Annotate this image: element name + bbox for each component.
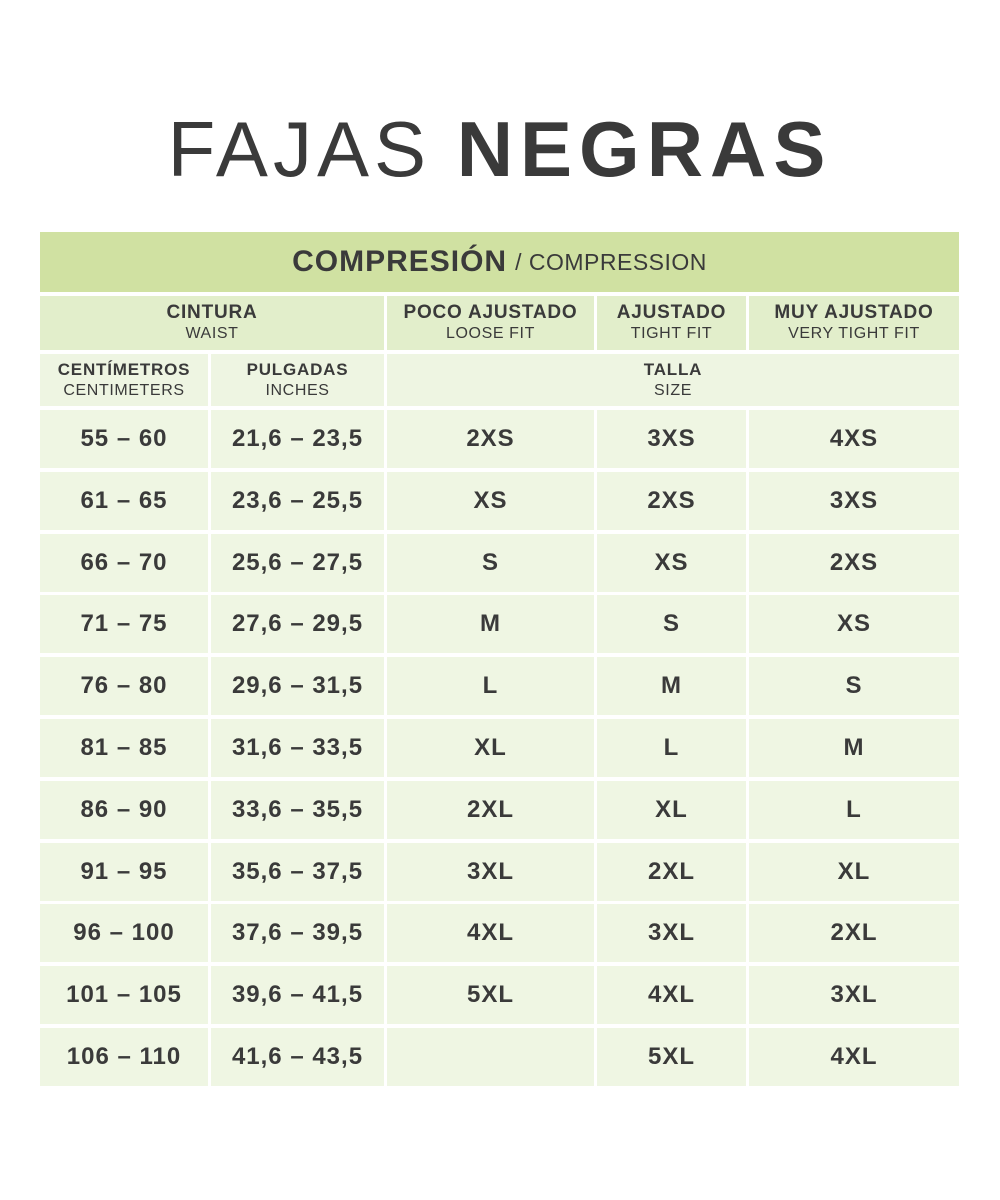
header-size: TALLA SIZE	[387, 354, 959, 406]
table-row: 86 – 90 33,6 – 35,5 2XL XL L	[40, 780, 960, 839]
very-tight-fit-cell: XL	[749, 842, 959, 901]
inches-cell: 29,6 – 31,5	[211, 657, 384, 716]
very-tight-fit-cell: L	[749, 780, 959, 839]
header-sub: VERY TIGHT FIT	[788, 325, 920, 342]
very-tight-fit-cell: 4XL	[749, 1028, 959, 1086]
compression-label: COMPRESIÓN	[292, 245, 508, 278]
header-inches: PULGADAS INCHES	[211, 354, 384, 406]
very-tight-fit-cell: M	[749, 719, 959, 777]
inches-cell: 23,6 – 25,5	[211, 471, 384, 530]
header-centimeters: CENTÍMETROS CENTIMETERS	[40, 354, 208, 406]
header-main: POCO AJUSTADO	[403, 302, 578, 323]
table-row: 76 – 80 29,6 – 31,5 L M S	[40, 657, 960, 716]
inches-cell: 33,6 – 35,5	[211, 780, 384, 839]
loose-fit-cell: 5XL	[387, 966, 594, 1025]
very-tight-fit-cell: 2XL	[749, 904, 959, 963]
title-bold: NEGRAS	[456, 105, 833, 193]
inches-cell: 25,6 – 27,5	[211, 533, 384, 592]
header-sub: CENTIMETERS	[63, 382, 185, 399]
cm-cell: 71 – 75	[40, 595, 208, 654]
table-row: 81 – 85 31,6 – 33,5 XL L M	[40, 719, 960, 777]
inches-cell: 39,6 – 41,5	[211, 966, 384, 1025]
loose-fit-cell: 4XL	[387, 904, 594, 963]
loose-fit-cell: L	[387, 657, 594, 716]
title-light: FAJAS	[167, 105, 432, 193]
table-row: 55 – 60 21,6 – 23,5 2XS 3XS 4XS	[40, 410, 960, 468]
table-row: 96 – 100 37,6 – 39,5 4XL 3XL 2XL	[40, 904, 960, 963]
tight-fit-cell: XL	[597, 780, 746, 839]
header-waist: CINTURA WAIST	[40, 296, 384, 350]
cm-cell: 101 – 105	[40, 966, 208, 1025]
very-tight-fit-cell: 2XS	[749, 533, 959, 592]
compression-label-en: / COMPRESSION	[515, 248, 707, 275]
loose-fit-cell: 2XS	[387, 410, 594, 468]
header-sub: SIZE	[654, 382, 692, 399]
cm-cell: 66 – 70	[40, 533, 208, 592]
table-row: 106 – 110 41,6 – 43,5 5XL 4XL	[40, 1028, 960, 1086]
loose-fit-cell: XS	[387, 471, 594, 530]
compression-header: COMPRESIÓN / COMPRESSION	[40, 232, 959, 292]
loose-fit-cell: XL	[387, 719, 594, 777]
cm-cell: 76 – 80	[40, 657, 208, 716]
cm-cell: 86 – 90	[40, 780, 208, 839]
inches-cell: 27,6 – 29,5	[211, 595, 384, 654]
very-tight-fit-cell: 3XL	[749, 966, 959, 1025]
cm-cell: 55 – 60	[40, 410, 208, 468]
tight-fit-cell: XS	[597, 533, 746, 592]
header-main: TALLA	[643, 360, 703, 379]
table-row: 66 – 70 25,6 – 27,5 S XS 2XS	[40, 533, 960, 592]
cm-cell: 106 – 110	[40, 1028, 208, 1086]
inches-cell: 31,6 – 33,5	[211, 719, 384, 777]
cm-cell: 91 – 95	[40, 842, 208, 901]
cm-cell: 61 – 65	[40, 471, 208, 530]
tight-fit-cell: L	[597, 719, 746, 777]
cm-cell: 96 – 100	[40, 904, 208, 963]
cm-cell: 81 – 85	[40, 719, 208, 777]
loose-fit-cell: M	[387, 595, 594, 654]
inches-cell: 41,6 – 43,5	[211, 1028, 384, 1086]
table-row: 61 – 65 23,6 – 25,5 XS 2XS 3XS	[40, 471, 960, 530]
loose-fit-cell	[387, 1028, 594, 1086]
header-loose-fit: POCO AJUSTADO LOOSE FIT	[387, 296, 594, 350]
tight-fit-cell: 3XL	[597, 904, 746, 963]
very-tight-fit-cell: XS	[749, 595, 959, 654]
header-very-tight-fit: MUY AJUSTADO VERY TIGHT FIT	[749, 296, 959, 350]
tight-fit-cell: 5XL	[597, 1028, 746, 1086]
tight-fit-cell: 2XL	[597, 842, 746, 901]
header-main: PULGADAS	[246, 360, 349, 379]
tight-fit-cell: 3XS	[597, 410, 746, 468]
header-main: AJUSTADO	[616, 302, 727, 323]
inches-cell: 35,6 – 37,5	[211, 842, 384, 901]
very-tight-fit-cell: 3XS	[749, 471, 959, 530]
inches-cell: 21,6 – 23,5	[211, 410, 384, 468]
header-sub: LOOSE FIT	[446, 325, 535, 342]
header-main: CINTURA	[166, 302, 258, 323]
tight-fit-cell: M	[597, 657, 746, 716]
page-title: FAJAS NEGRAS	[0, 104, 1000, 194]
loose-fit-cell: S	[387, 533, 594, 592]
table-row: 101 – 105 39,6 – 41,5 5XL 4XL 3XL	[40, 966, 960, 1025]
tight-fit-cell: S	[597, 595, 746, 654]
very-tight-fit-cell: 4XS	[749, 410, 959, 468]
very-tight-fit-cell: S	[749, 657, 959, 716]
header-tight-fit: AJUSTADO TIGHT FIT	[597, 296, 746, 350]
table-row: 91 – 95 35,6 – 37,5 3XL 2XL XL	[40, 842, 960, 901]
loose-fit-cell: 3XL	[387, 842, 594, 901]
tight-fit-cell: 2XS	[597, 471, 746, 530]
inches-cell: 37,6 – 39,5	[211, 904, 384, 963]
table-row: 71 – 75 27,6 – 29,5 M S XS	[40, 595, 960, 654]
loose-fit-cell: 2XL	[387, 780, 594, 839]
header-main: CENTÍMETROS	[57, 360, 191, 379]
tight-fit-cell: 4XL	[597, 966, 746, 1025]
header-sub: TIGHT FIT	[630, 325, 713, 342]
header-sub: INCHES	[265, 382, 330, 399]
header-sub: WAIST	[185, 325, 239, 342]
header-main: MUY AJUSTADO	[774, 302, 934, 323]
